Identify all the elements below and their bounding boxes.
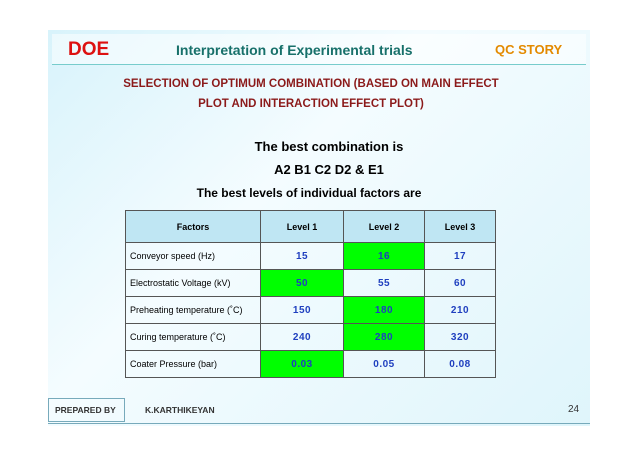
factor-cell: Electrostatic Voltage (kV)	[125, 269, 261, 297]
factor-cell: Coater Pressure (bar)	[125, 350, 261, 378]
table: Factors Level 1 Level 2 Level 3 Conveyor spe…	[125, 210, 496, 378]
level-cell: 240	[260, 323, 344, 351]
slide: DOE Interpretation of Experimental trial…	[48, 30, 590, 426]
page-number: 24	[568, 404, 580, 415]
footer-box	[48, 398, 125, 422]
level-cell: 180	[343, 296, 425, 324]
subtitle: PLOT AND INTERACTION EFFECT PLOT)	[198, 98, 424, 110]
level-cell: 60	[424, 269, 496, 297]
column-header: Level 1	[260, 210, 344, 243]
line: The best combination is	[254, 139, 404, 154]
level-cell: 210	[424, 296, 496, 324]
level-cell: 16	[343, 242, 425, 270]
header-row: Factors Level 1 Level 2 Level 3	[125, 210, 496, 243]
header-left: DOE	[68, 39, 110, 60]
footer-name: K.KARTHIKEYAN	[145, 405, 215, 415]
header-right: QC STORY	[495, 42, 563, 57]
factor-cell: Preheating temperature (˚C)	[125, 296, 261, 324]
table-row: Electrostatic Voltage (kV) 50 55 60	[125, 269, 496, 297]
level-cell: 55	[343, 269, 425, 297]
level-cell: 320	[424, 323, 496, 351]
factor-cell: Conveyor speed (Hz)	[125, 242, 261, 270]
line: A2 B1 C2 D2 & E1	[274, 162, 384, 177]
level-cell: 0.08	[424, 350, 496, 378]
level-cell: 15	[260, 242, 344, 270]
line: The best levels of individual factors ar…	[196, 186, 422, 200]
factor-cell: Curing temperature (˚C)	[125, 323, 261, 351]
level-cell: 0.03	[260, 350, 344, 378]
level-cell: 0.05	[343, 350, 425, 378]
level-cell: 150	[260, 296, 344, 324]
table-row: Preheating temperature (˚C) 150 180 210	[125, 296, 496, 324]
footer-line	[48, 423, 590, 424]
table-row: Conveyor speed (Hz) 15 16 17	[125, 242, 496, 270]
subtitle: SELECTION OF OPTIMUM COMBINATION (BASED …	[123, 78, 499, 90]
column-header: Level 3	[424, 210, 496, 243]
level-cell: 280	[343, 323, 425, 351]
footer-label: PREPARED BY	[55, 405, 116, 415]
level-cell: 17	[424, 242, 496, 270]
header-bar	[52, 34, 586, 65]
header-title: Interpretation of Experimental trials	[176, 42, 413, 58]
table-row: Coater Pressure (bar) 0.03 0.05 0.08	[125, 350, 496, 378]
table-row: Curing temperature (˚C) 240 280 320	[125, 323, 496, 351]
column-header: Level 2	[343, 210, 425, 243]
level-cell: 50	[260, 269, 344, 297]
column-header: Factors	[125, 210, 261, 243]
